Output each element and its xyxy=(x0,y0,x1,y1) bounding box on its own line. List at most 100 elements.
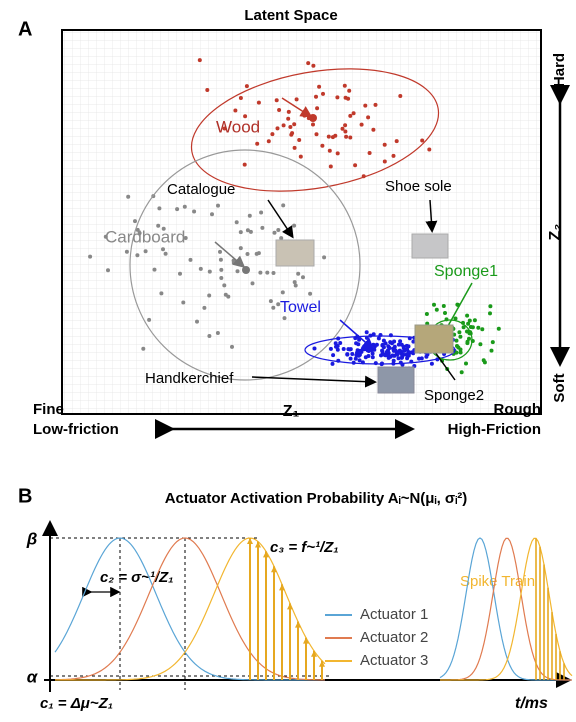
panel-title: Actuator Activation Probability Aᵢ~N(μᵢ,… xyxy=(165,490,468,507)
point xyxy=(345,352,350,357)
point xyxy=(218,249,222,254)
point xyxy=(265,270,270,275)
point xyxy=(328,346,333,351)
point xyxy=(259,210,264,215)
annotation: c₁ = Δμ~Z₁ xyxy=(40,695,113,712)
point xyxy=(364,330,369,335)
material-label: Towel xyxy=(280,299,321,316)
wood-ellipse xyxy=(190,68,440,192)
point xyxy=(388,354,393,359)
point xyxy=(424,312,429,316)
point xyxy=(192,209,197,214)
point xyxy=(465,329,469,334)
arrow xyxy=(214,241,246,268)
point xyxy=(458,334,463,339)
point xyxy=(335,95,340,100)
point xyxy=(157,206,162,211)
point xyxy=(398,94,403,98)
arrow xyxy=(267,199,294,239)
point xyxy=(371,332,376,337)
point xyxy=(391,348,396,353)
point xyxy=(312,346,317,351)
spike-head xyxy=(263,551,269,558)
point xyxy=(380,349,385,354)
point xyxy=(467,336,471,341)
point xyxy=(327,148,332,153)
point xyxy=(286,116,291,121)
material-label: Sponge1 xyxy=(434,263,498,280)
point xyxy=(222,283,227,288)
point xyxy=(103,234,108,239)
material-label: Shoe sole xyxy=(385,178,452,195)
point xyxy=(383,353,388,358)
point xyxy=(330,361,335,366)
point xyxy=(367,151,372,155)
point xyxy=(238,96,243,100)
point xyxy=(147,317,152,322)
point xyxy=(388,340,393,345)
point xyxy=(161,247,165,252)
point xyxy=(328,164,333,169)
point xyxy=(294,97,299,102)
point xyxy=(207,269,212,274)
point xyxy=(244,84,249,89)
point xyxy=(215,331,220,335)
point xyxy=(260,225,265,230)
point xyxy=(434,307,439,312)
point xyxy=(308,291,313,296)
axis-end-label: Rough xyxy=(494,401,541,418)
point xyxy=(315,106,320,111)
material-label: Sponge2 xyxy=(424,387,484,404)
point xyxy=(353,163,358,168)
point xyxy=(230,344,234,349)
point xyxy=(159,291,164,296)
axis-end-label: Low-friction xyxy=(33,421,119,438)
point xyxy=(137,231,142,236)
spike-head xyxy=(271,566,277,573)
point xyxy=(342,83,347,88)
material-label: Catalogue xyxy=(167,181,235,198)
point xyxy=(443,311,447,315)
point xyxy=(296,271,301,276)
material-label: Handkerchief xyxy=(145,370,234,387)
point xyxy=(432,302,436,307)
arrow xyxy=(281,97,313,118)
point xyxy=(335,347,340,352)
axis-label: Z₁ xyxy=(283,403,300,420)
point xyxy=(488,311,492,316)
point xyxy=(306,61,311,66)
texture-image xyxy=(275,239,315,267)
point xyxy=(372,344,377,349)
axis-label: Z₂ xyxy=(547,224,564,241)
point xyxy=(348,135,353,140)
material-label: Cardboard xyxy=(105,227,185,246)
point xyxy=(370,351,375,356)
point xyxy=(320,143,325,148)
point xyxy=(311,63,316,68)
point xyxy=(271,271,276,275)
gaussian-curve xyxy=(55,537,326,681)
point xyxy=(218,257,223,262)
point xyxy=(88,254,93,259)
point xyxy=(106,268,110,273)
level-label: β xyxy=(26,529,38,548)
point xyxy=(292,122,297,127)
point xyxy=(380,342,385,347)
point xyxy=(314,132,319,137)
point xyxy=(399,355,404,360)
point xyxy=(406,344,411,349)
point xyxy=(405,353,410,358)
point xyxy=(126,194,131,199)
point xyxy=(464,361,468,366)
point xyxy=(335,151,340,156)
point xyxy=(317,84,322,89)
point xyxy=(188,257,193,262)
point xyxy=(288,125,293,129)
point xyxy=(247,213,252,218)
point xyxy=(343,129,348,134)
spike-head xyxy=(303,637,309,644)
point xyxy=(402,348,407,353)
point xyxy=(496,326,501,331)
point xyxy=(382,142,387,147)
